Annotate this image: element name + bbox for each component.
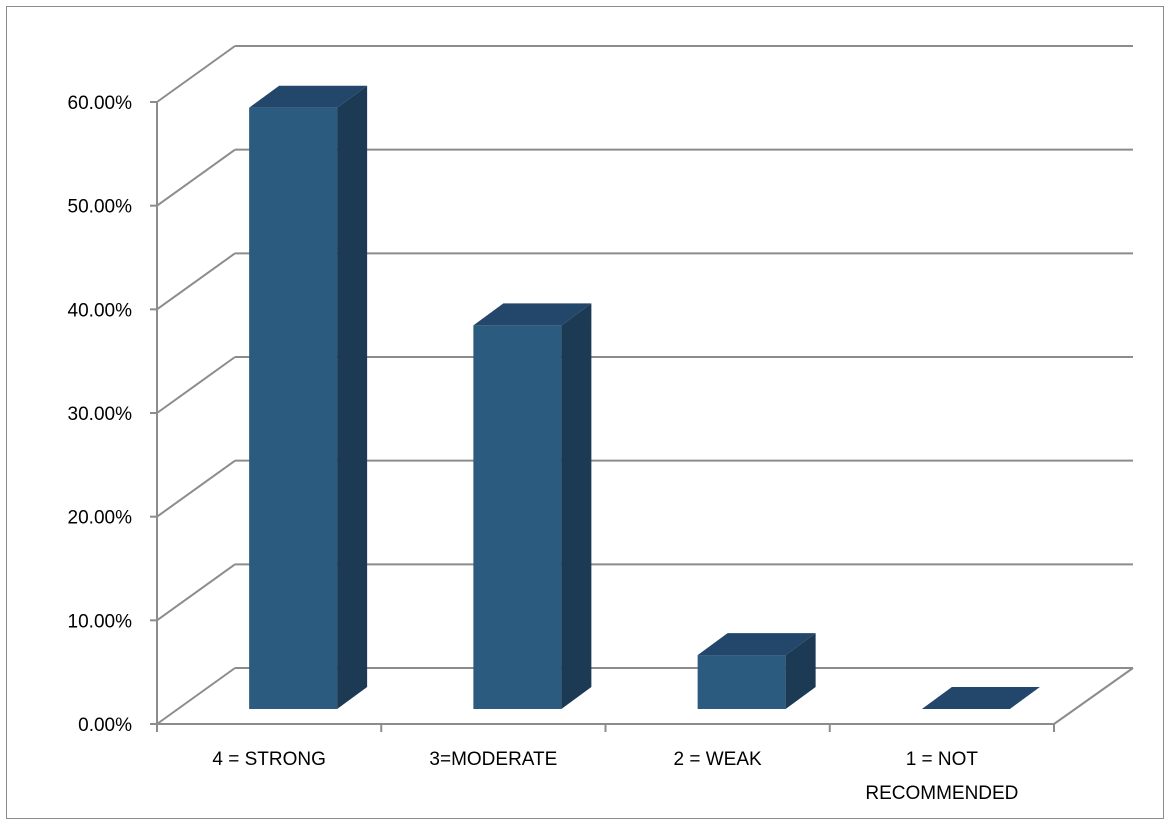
bar-front-1 <box>473 325 562 709</box>
x-tick-label-3-line-0: 1 = NOT <box>906 749 979 770</box>
x-tick-label-1: 3=MODERATE <box>429 749 557 770</box>
gridlines <box>156 45 1133 725</box>
bar-front-2 <box>697 655 786 709</box>
bar-1 <box>473 303 592 709</box>
y-tick-label-0: 0.00% <box>78 715 132 736</box>
gridline-side-0 <box>156 667 236 725</box>
y-tick-label-3: 30.00% <box>68 404 133 425</box>
y-tick-label-1: 10.00% <box>68 611 133 632</box>
y-tick-label-2: 20.00% <box>68 508 133 529</box>
axes <box>150 101 1134 732</box>
bar-side-0 <box>337 85 368 709</box>
gridline-side-1 <box>156 563 236 622</box>
bar-front-0 <box>249 107 338 709</box>
bar-top-2 <box>697 633 816 656</box>
y-tick-label-5: 50.00% <box>68 197 133 218</box>
x-tick-label-2: 2 = WEAK <box>674 749 762 770</box>
floor-right-edge <box>1053 667 1134 725</box>
y-tick-label-6: 60.00% <box>68 93 133 114</box>
gridline-side-3 <box>156 356 236 414</box>
bar-top-0 <box>249 85 368 108</box>
bar-top-3 <box>921 687 1040 709</box>
bar-3 <box>921 687 1040 709</box>
bar-0 <box>249 85 368 709</box>
tick-labels: 0.00% 10.00% 20.00% 30.00% 40.00% 50.00% 60.00… <box>68 93 1019 804</box>
bar-2 <box>697 633 816 709</box>
bar-side-2 <box>785 633 816 709</box>
gridline-side-6 <box>156 45 236 103</box>
bar-side-1 <box>561 303 592 709</box>
x-tick-label-0: 4 = STRONG <box>212 749 326 770</box>
gridline-side-4 <box>156 252 236 311</box>
x-tick-label-3-line-1: RECOMMENDED <box>865 783 1018 804</box>
chart-frame <box>6 6 1164 819</box>
gridline-side-2 <box>156 459 236 518</box>
bar-top-1 <box>473 303 592 326</box>
bars <box>249 85 1040 709</box>
gridline-side-5 <box>156 148 236 207</box>
y-tick-label-4: 40.00% <box>68 300 133 321</box>
